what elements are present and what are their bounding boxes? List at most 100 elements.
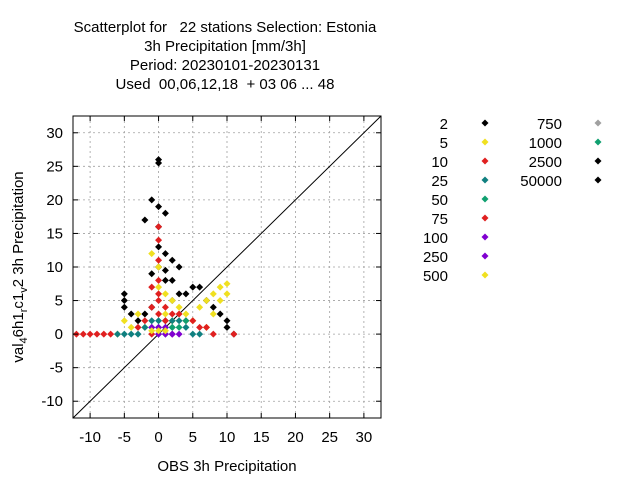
legend-label: 100 (423, 230, 448, 247)
y-axis-label-part: r (18, 308, 30, 312)
data-point (155, 327, 163, 335)
data-point (120, 330, 128, 338)
data-point (107, 330, 115, 338)
data-point (216, 283, 224, 291)
diagonal-line (72, 115, 382, 419)
data-point (155, 223, 163, 231)
legend-label: 250 (423, 249, 448, 266)
data-point (155, 283, 163, 291)
data-point (148, 303, 156, 311)
y-tick-label: 10 (46, 259, 63, 276)
y-tick-label: 25 (46, 158, 63, 175)
legend-label: 10 (431, 154, 448, 171)
chart-title-line-3: Period: 20230101-20230131 (129, 57, 321, 74)
data-point (161, 327, 169, 335)
x-tick-label: 5 (189, 429, 197, 446)
data-point (155, 290, 163, 298)
y-tick-label: -10 (41, 393, 63, 410)
legend-marker (481, 271, 489, 279)
data-point (148, 270, 156, 278)
data-point (168, 297, 176, 305)
y-axis-label-part: val (10, 343, 27, 362)
legend-label: 75 (431, 211, 448, 228)
data-point (120, 303, 128, 311)
data-point (168, 276, 176, 284)
legend-label: 1000 (529, 135, 562, 152)
data-point (223, 280, 231, 288)
data-point (161, 317, 169, 325)
data-point (120, 297, 128, 305)
y-axis-label-part: c1 (10, 293, 27, 309)
data-point (161, 303, 169, 311)
data-point (155, 203, 163, 211)
data-point (141, 317, 149, 325)
legend-label: 5 (440, 135, 448, 152)
legend-label: 2500 (529, 154, 562, 171)
data-point (223, 290, 231, 298)
legend-label: 25 (431, 173, 448, 190)
data-point (196, 330, 204, 338)
data-point (182, 290, 190, 298)
x-tick-label: 30 (356, 429, 373, 446)
legend-marker (481, 157, 489, 165)
data-point (182, 310, 190, 318)
data-point (134, 323, 142, 331)
data-point (120, 317, 128, 325)
data-point (209, 303, 217, 311)
data-point (148, 327, 156, 335)
data-point (134, 310, 142, 318)
data-point (168, 317, 176, 325)
chart-title-line-1: Scatterplot for 22 stations Selection: E… (73, 19, 377, 36)
data-point (155, 276, 163, 284)
data-point (175, 290, 183, 298)
data-point (127, 330, 135, 338)
y-tick-label: 5 (55, 293, 63, 310)
data-point (148, 196, 156, 204)
y-tick-label: 20 (46, 192, 63, 209)
data-point (223, 317, 231, 325)
data-point (155, 236, 163, 244)
chart-title-line-2: 3h Precipitation [mm/3h] (144, 38, 306, 55)
data-point (148, 250, 156, 258)
data-point (175, 303, 183, 311)
data-point (134, 330, 142, 338)
data-point (175, 310, 183, 318)
data-point (148, 317, 156, 325)
data-point (168, 310, 176, 318)
data-point (209, 290, 217, 298)
data-point (161, 310, 169, 318)
legend-marker (481, 119, 489, 127)
data-point (155, 243, 163, 251)
data-point (168, 330, 176, 338)
x-tick-label: 15 (253, 429, 270, 446)
data-point (161, 250, 169, 258)
data-point (120, 290, 128, 298)
y-axis-label-text: val46h1rc1v2 3h Precipitation (10, 171, 30, 362)
data-point (141, 310, 149, 318)
data-point (209, 310, 217, 318)
data-point (209, 330, 217, 338)
legend-marker (594, 119, 602, 127)
x-tick-label: 0 (154, 429, 162, 446)
y-axis-label-part: 2 3h Precipitation (10, 171, 27, 287)
y-axis-label-part: v (18, 287, 30, 293)
data-point (161, 276, 169, 284)
data-point (223, 323, 231, 331)
legend-label: 50000 (520, 173, 562, 190)
data-point (196, 283, 204, 291)
data-point (127, 323, 135, 331)
data-point (175, 317, 183, 325)
legend-marker (481, 233, 489, 241)
data-point (141, 216, 149, 224)
data-point (230, 330, 238, 338)
data-point (175, 263, 183, 271)
x-tick-label: -5 (118, 429, 131, 446)
legend-label: 750 (537, 116, 562, 133)
data-point (86, 330, 94, 338)
data-point (155, 310, 163, 318)
data-point (202, 323, 210, 331)
data-point (216, 297, 224, 305)
data-point (216, 310, 224, 318)
data-point (182, 323, 190, 331)
